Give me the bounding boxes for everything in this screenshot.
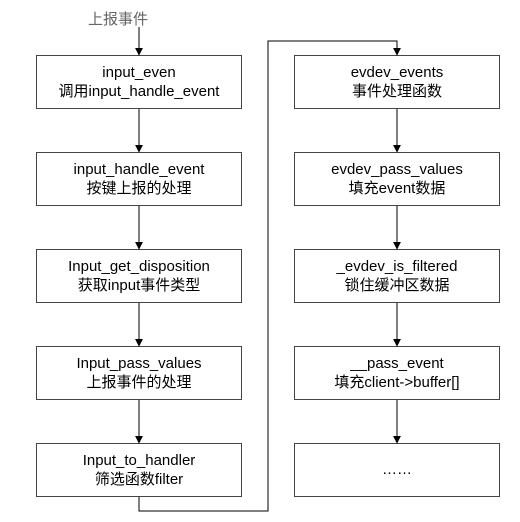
node-r2-line2: 锁住缓冲区数据 xyxy=(344,276,449,296)
node-r1-line1: evdev_pass_values xyxy=(331,160,463,180)
node-r3-line2: 填充client->buffer[] xyxy=(334,373,459,393)
node-input-pass-values: Input_pass_values上报事件的处理 xyxy=(36,346,242,400)
node-ellipsis: …… xyxy=(294,443,500,497)
node-l3-line2: 上报事件的处理 xyxy=(86,373,191,393)
node-l2-line2: 获取input事件类型 xyxy=(78,276,201,296)
node-input-to-handler: Input_to_handler筛选函数filter xyxy=(36,443,242,497)
node-r0-line1: evdev_events xyxy=(351,63,444,83)
node-l3-line1: Input_pass_values xyxy=(76,354,201,374)
node-pass-event: __pass_event填充client->buffer[] xyxy=(294,346,500,400)
node-r1-line2: 填充event数据 xyxy=(349,179,446,199)
node-l2-line1: Input_get_disposition xyxy=(68,257,210,277)
node-r4-line1: …… xyxy=(382,460,412,480)
node-l0-line1: input_even xyxy=(102,63,175,83)
node-evdev-events: evdev_events事件处理函数 xyxy=(294,55,500,109)
node-evdev-is-filtered: _evdev_is_filtered锁住缓冲区数据 xyxy=(294,249,500,303)
node-input-handle-event: input_handle_event按键上报的处理 xyxy=(36,152,242,206)
node-input-even: input_even调用input_handle_event xyxy=(36,55,242,109)
node-l4-line1: Input_to_handler xyxy=(83,451,196,471)
top-label: 上报事件 xyxy=(88,8,148,29)
node-input-get-disposition: Input_get_disposition获取input事件类型 xyxy=(36,249,242,303)
node-l1-line2: 按键上报的处理 xyxy=(86,179,191,199)
node-l0-line2: 调用input_handle_event xyxy=(59,82,220,102)
node-evdev-pass-values: evdev_pass_values填充event数据 xyxy=(294,152,500,206)
node-r0-line2: 事件处理函数 xyxy=(352,82,442,102)
node-r2-line1: _evdev_is_filtered xyxy=(337,257,458,277)
node-l1-line1: input_handle_event xyxy=(74,160,205,180)
node-r3-line1: __pass_event xyxy=(350,354,443,374)
node-l4-line2: 筛选函数filter xyxy=(95,470,183,490)
